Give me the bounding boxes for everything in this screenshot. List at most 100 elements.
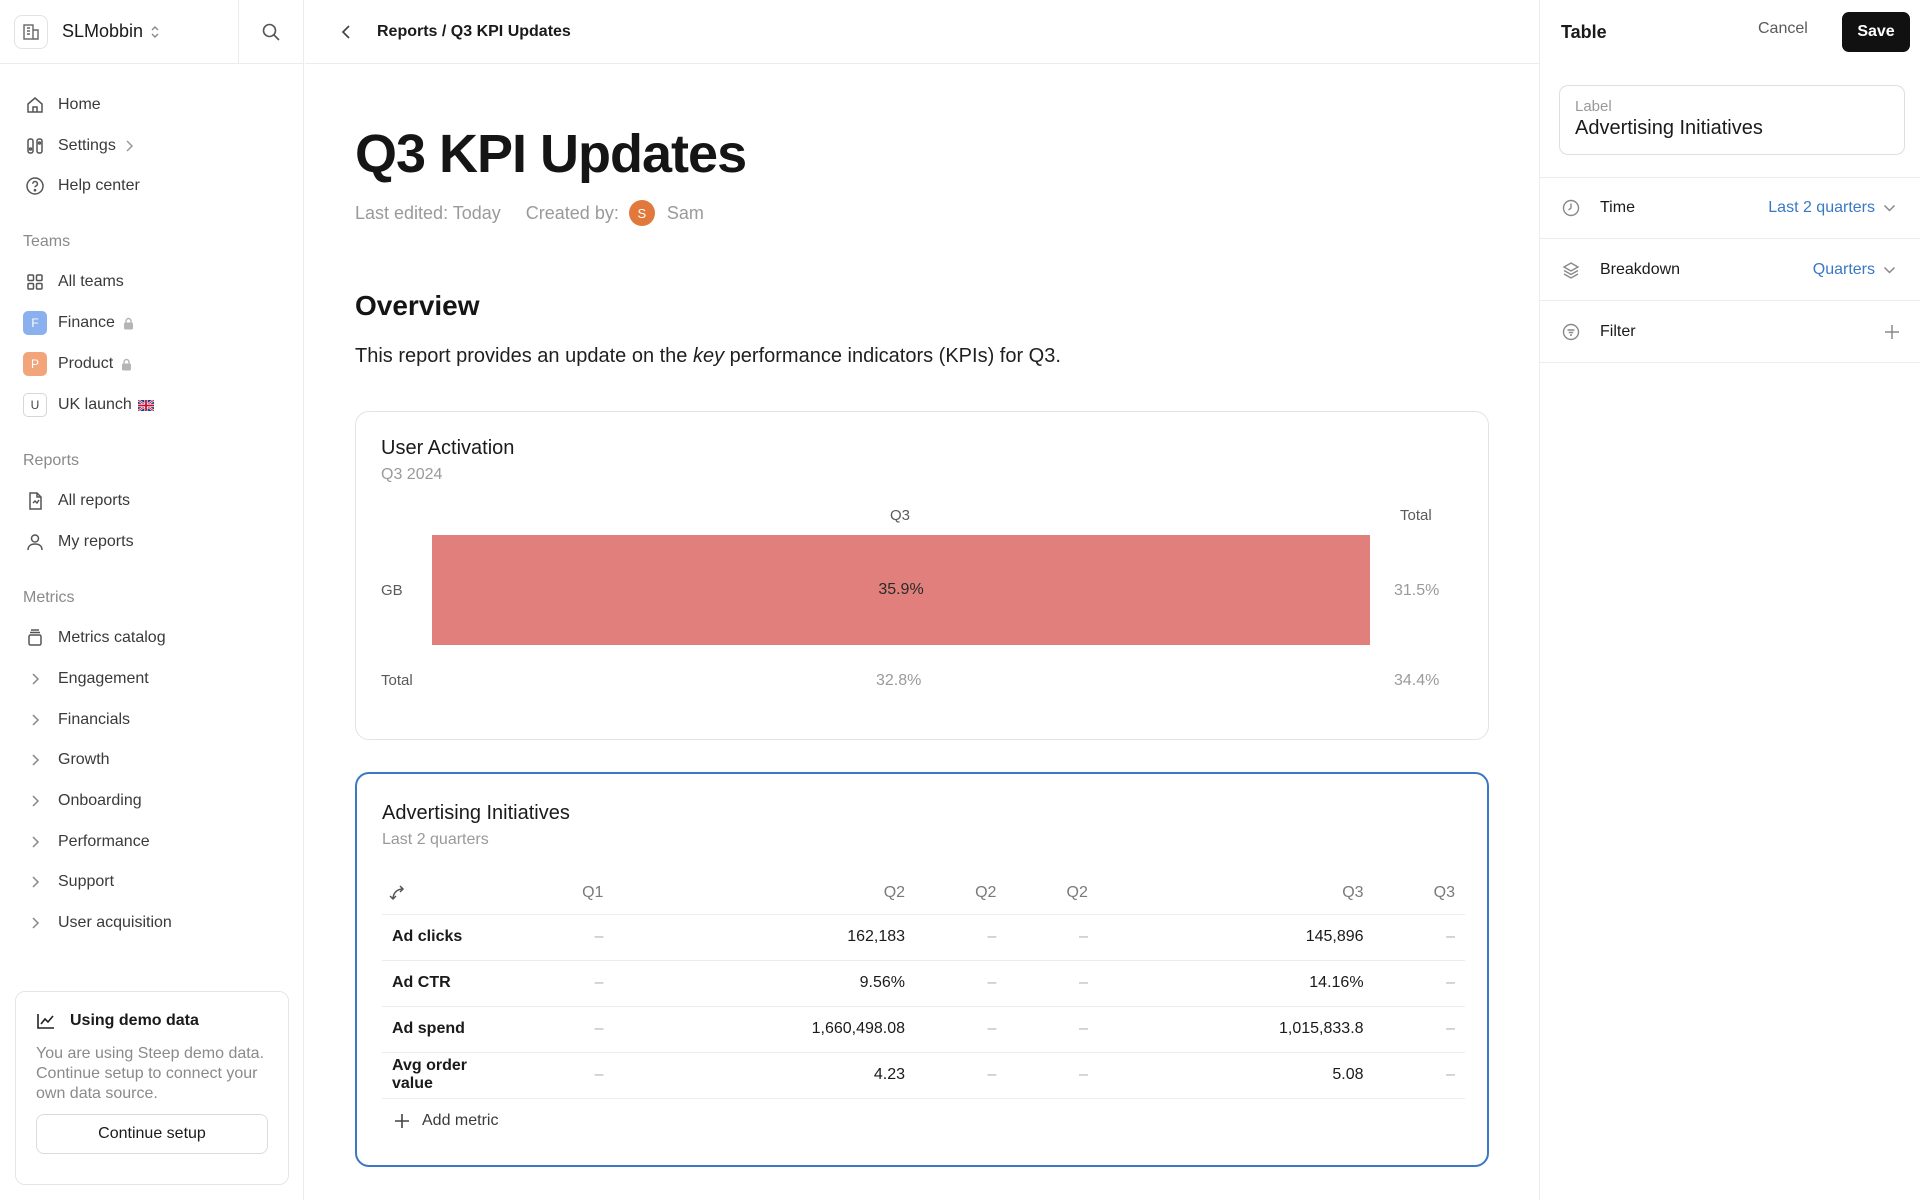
catalog-icon xyxy=(22,625,48,651)
nav-label: Financials xyxy=(58,711,131,728)
nav-item-user-acquisition[interactable]: User acquisition xyxy=(22,908,172,938)
chevron-right-icon xyxy=(22,666,48,692)
nav-label: Finance xyxy=(58,314,115,331)
nav-item-engagement[interactable]: Engagement xyxy=(22,664,149,694)
workspace-switcher[interactable]: SLMobbin xyxy=(0,0,240,64)
table-cell: 1,015,833.8 xyxy=(1097,1005,1374,1052)
nav-label: Engagement xyxy=(58,670,149,687)
heatmap-cell-total-q3: 32.8% xyxy=(876,672,922,689)
demo-title: Using demo data xyxy=(70,1012,199,1029)
nav-label: Product xyxy=(58,355,114,372)
table-row[interactable]: Avg order value – 4.23 – – 5.08 – xyxy=(382,1051,1465,1099)
nav-label: Performance xyxy=(58,833,150,850)
team-badge-product: P xyxy=(23,352,47,376)
table-cell: – xyxy=(522,913,614,960)
metric-name: Avg order value xyxy=(382,1051,522,1099)
time-label: Time xyxy=(1600,199,1635,216)
back-button[interactable] xyxy=(331,17,361,47)
label-caption: Label xyxy=(1575,98,1612,115)
nav-label: Growth xyxy=(58,751,110,768)
metrics-heading: Metrics xyxy=(23,589,75,606)
nav-item-help-center[interactable]: Help center xyxy=(22,171,140,201)
heatmap-cell-total-total: 34.4% xyxy=(1394,672,1440,689)
table-cell: – xyxy=(1006,1051,1098,1099)
chevron-updown-icon xyxy=(149,25,161,39)
nav-item-onboarding[interactable]: Onboarding xyxy=(22,786,142,816)
chart-line-icon xyxy=(36,1012,70,1030)
save-button[interactable]: Save xyxy=(1842,12,1910,52)
chevron-right-icon xyxy=(22,910,48,936)
reports-icon xyxy=(22,488,48,514)
breakdown-dropdown[interactable]: Quarters xyxy=(1813,261,1896,279)
table-cell: – xyxy=(1006,1005,1098,1052)
chevron-right-icon xyxy=(22,788,48,814)
lock-icon xyxy=(121,358,132,371)
time-value: Last 2 quarters xyxy=(1768,199,1875,216)
breakdown-row[interactable]: Breakdown Quarters xyxy=(1540,239,1920,301)
settings-panel: Table Cancel Save Label Time Last 2 quar… xyxy=(1539,0,1920,1200)
advertising-initiatives-card[interactable]: Advertising Initiatives Last 2 quarters … xyxy=(355,772,1489,1167)
nav-item-settings[interactable]: Settings xyxy=(22,131,134,161)
table-cell: – xyxy=(1373,913,1465,960)
filter-row[interactable]: Filter xyxy=(1540,301,1920,363)
add-filter-button[interactable] xyxy=(1884,324,1900,340)
page-title: Q3 KPI Updates xyxy=(355,124,747,184)
help-icon xyxy=(22,173,48,199)
nav-item-all-reports[interactable]: All reports xyxy=(22,486,130,516)
workspace-name: SLMobbin xyxy=(62,21,144,41)
nav-item-uk-launch[interactable]: U UK launch xyxy=(22,390,154,420)
home-icon xyxy=(22,92,48,118)
cancel-button[interactable]: Cancel xyxy=(1758,20,1808,37)
user-icon xyxy=(22,529,48,555)
user-activation-card[interactable]: User Activation Q3 2024 Q3 Total GB 35.9… xyxy=(355,411,1489,740)
table-cell: – xyxy=(1006,913,1098,960)
table-cell: 5.08 xyxy=(1097,1051,1374,1099)
nav-item-home[interactable]: Home xyxy=(22,90,101,120)
table-cell: 162,183 xyxy=(613,913,916,960)
heatmap-cell-gb-q3[interactable]: 35.9% xyxy=(432,535,1370,645)
team-badge-finance: F xyxy=(23,311,47,335)
breadcrumb: Reports / Q3 KPI Updates xyxy=(377,22,571,40)
nav-item-performance[interactable]: Performance xyxy=(22,827,150,857)
lock-icon xyxy=(123,317,134,330)
overview-text-part: This report provides an update on the xyxy=(355,345,693,367)
swap-axes-button[interactable] xyxy=(382,872,522,914)
table-row[interactable]: Ad clicks – 162,183 – – 145,896 – xyxy=(382,913,1465,960)
nav-item-metrics-catalog[interactable]: Metrics catalog xyxy=(22,623,166,653)
nav-label: My reports xyxy=(58,533,134,550)
nav-label: Help center xyxy=(58,177,140,194)
continue-setup-button[interactable]: Continue setup xyxy=(36,1114,268,1154)
table-cell: 9.56% xyxy=(613,959,916,1006)
overview-text-part: performance indicators (KPIs) for Q3. xyxy=(724,345,1061,367)
label-input[interactable] xyxy=(1575,117,1885,140)
overview-text: This report provides an update on the ke… xyxy=(355,345,1061,368)
chevron-right-icon xyxy=(124,139,134,153)
teams-heading: Teams xyxy=(23,233,71,250)
nav-item-finance[interactable]: F Finance xyxy=(22,308,134,338)
nav-label: Onboarding xyxy=(58,792,142,809)
label-field[interactable]: Label xyxy=(1559,85,1905,155)
table-row[interactable]: Ad CTR – 9.56% – – 14.16% – xyxy=(382,959,1465,1006)
nav-item-product[interactable]: P Product xyxy=(22,349,132,379)
nav-item-all-teams[interactable]: All teams xyxy=(22,267,124,297)
chevron-right-icon xyxy=(22,869,48,895)
add-metric-label: Add metric xyxy=(422,1112,499,1129)
time-dropdown[interactable]: Last 2 quarters xyxy=(1768,199,1896,217)
card-subtitle: Last 2 quarters xyxy=(382,831,489,848)
search-button[interactable] xyxy=(239,0,303,64)
nav-label: Settings xyxy=(58,137,116,154)
demo-data-card: Using demo data You are using Steep demo… xyxy=(15,991,289,1185)
nav-item-financials[interactable]: Financials xyxy=(22,705,130,735)
table-cell: – xyxy=(915,1051,1007,1099)
time-row[interactable]: Time Last 2 quarters xyxy=(1540,177,1920,239)
overview-text-emphasis: key xyxy=(693,345,725,367)
nav-item-support[interactable]: Support xyxy=(22,867,114,897)
table-cell: – xyxy=(1373,1005,1465,1052)
add-metric-button[interactable]: Add metric xyxy=(394,1112,498,1130)
nav-item-my-reports[interactable]: My reports xyxy=(22,527,134,557)
chevron-left-icon xyxy=(340,23,352,41)
nav-item-growth[interactable]: Growth xyxy=(22,745,110,775)
demo-text: You are using Steep demo data. Continue … xyxy=(36,1045,265,1102)
breakdown-label: Breakdown xyxy=(1600,260,1681,278)
table-row[interactable]: Ad spend – 1,660,498.08 – – 1,015,833.8 … xyxy=(382,1005,1465,1052)
